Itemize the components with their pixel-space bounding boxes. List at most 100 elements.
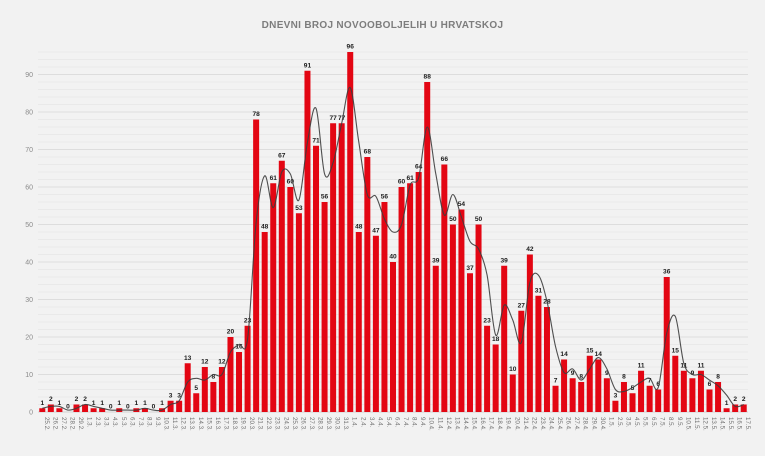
x-axis-label: 23.3. — [274, 417, 281, 431]
x-axis-label: 6.5. — [650, 417, 657, 428]
x-axis-label: 3.3. — [103, 417, 110, 428]
x-axis-label: 25.2. — [43, 417, 50, 431]
bar-value-label: 50 — [449, 216, 457, 223]
bar — [56, 408, 63, 412]
bar — [390, 262, 396, 412]
bar-value-label: 12 — [218, 359, 226, 366]
x-axis-label: 20.4. — [513, 417, 520, 431]
bar — [663, 277, 670, 412]
bar — [646, 385, 653, 412]
bar-value-label: 14 — [560, 351, 568, 358]
bar-value-label: 88 — [424, 74, 432, 81]
bar — [90, 408, 97, 412]
bar-value-label: 11 — [697, 362, 704, 369]
bar — [680, 370, 687, 412]
x-axis-label: 31.3. — [342, 417, 349, 431]
x-axis-label: 9.3. — [154, 417, 161, 428]
bar-value-label: 60 — [398, 179, 406, 186]
bar-value-label: 39 — [432, 257, 440, 264]
bar-value-label: 50 — [475, 216, 483, 223]
x-axis-label: 15.4. — [470, 417, 477, 431]
bar — [569, 378, 576, 412]
bar — [99, 408, 106, 412]
bar — [210, 382, 217, 412]
bar-value-label: 18 — [492, 336, 500, 343]
x-axis-label: 2.3. — [94, 417, 101, 428]
x-axis-label: 29.2. — [77, 417, 84, 431]
x-axis-label: 9.5. — [676, 417, 683, 428]
x-axis-label: 28.3. — [317, 417, 324, 431]
bar — [449, 224, 456, 412]
bar-value-label: 56 — [381, 194, 389, 201]
bar-value-label: 6 — [656, 381, 660, 388]
x-axis-label: 14.3. — [197, 417, 204, 431]
bar-value-label: 53 — [295, 205, 303, 212]
x-axis-label: 12.4. — [445, 417, 452, 431]
bar — [244, 325, 251, 412]
y-axis-label: 50 — [25, 222, 33, 229]
bar-value-label: 23 — [483, 317, 491, 324]
x-axis-label: 27.3. — [308, 417, 315, 431]
chart-title: DNEVNI BROJ NOVOOBOLJELIH U HRVATSKOJ — [261, 20, 504, 31]
bar — [227, 337, 234, 412]
bar-value-label: 1 — [725, 400, 729, 407]
bar — [372, 235, 379, 412]
bar-value-label: 8 — [622, 374, 626, 381]
bar — [441, 164, 448, 412]
bar-value-label: 1 — [100, 400, 104, 407]
bar-value-label: 77 — [329, 115, 337, 122]
x-axis-label: 27.2. — [60, 417, 67, 431]
bar — [82, 404, 89, 412]
bar-value-label: 5 — [631, 385, 635, 392]
bar — [620, 382, 627, 412]
bar — [415, 172, 422, 412]
bar-value-label: 78 — [252, 111, 260, 118]
x-axis-label: 16.4. — [479, 417, 486, 431]
x-axis-label: 30.3. — [334, 417, 341, 431]
x-axis-label: 14.5. — [719, 417, 726, 431]
x-axis-label: 12.3. — [180, 417, 187, 431]
bar-value-label: 61 — [406, 175, 414, 182]
bar — [629, 393, 636, 412]
x-axis-label: 11.4. — [436, 417, 443, 431]
bar — [321, 202, 328, 412]
bar-value-label: 6 — [708, 381, 712, 388]
bar — [338, 123, 345, 412]
bar — [398, 187, 405, 412]
x-axis-label: 10.4. — [428, 417, 435, 431]
x-axis-label: 4.4. — [376, 417, 383, 428]
bar-value-label: 64 — [415, 164, 423, 171]
bar-value-label: 56 — [321, 194, 329, 201]
bar — [595, 359, 602, 412]
bar — [141, 408, 148, 412]
x-axis-label: 16.5. — [736, 417, 743, 431]
bar — [176, 400, 183, 412]
x-axis-label: 3.5. — [624, 417, 631, 428]
x-axis-label: 23.4. — [539, 417, 546, 431]
bar-value-label: 11 — [680, 362, 687, 369]
x-axis-label: 21.4. — [522, 417, 529, 431]
y-axis-label: 80 — [25, 110, 33, 117]
x-axis-label: 26.2. — [51, 417, 58, 431]
bar-value-label: 16 — [235, 344, 243, 351]
x-axis-label: 13.3. — [188, 417, 195, 431]
x-axis-label: 15.5. — [727, 417, 734, 431]
bar-value-label: 11 — [638, 362, 645, 369]
bar-value-label: 68 — [364, 149, 372, 156]
x-axis-label: 13.4. — [453, 417, 460, 431]
bar-value-label: 2 — [75, 396, 79, 403]
bar — [201, 367, 208, 412]
x-axis-label: 18.4. — [496, 417, 503, 431]
bar — [432, 265, 439, 412]
x-axis-label: 19.3. — [240, 417, 247, 431]
x-axis-label: 24.4. — [547, 417, 554, 431]
x-axis-label: 7.3. — [137, 417, 144, 428]
bar-value-label: 60 — [287, 179, 295, 186]
bar-value-label: 8 — [212, 374, 216, 381]
bar — [184, 363, 191, 412]
x-axis-label: 5.4. — [385, 417, 392, 428]
bar — [603, 378, 610, 412]
bar-value-label: 96 — [347, 44, 355, 51]
x-axis-label: 18.3. — [231, 417, 238, 431]
bar — [723, 408, 730, 412]
